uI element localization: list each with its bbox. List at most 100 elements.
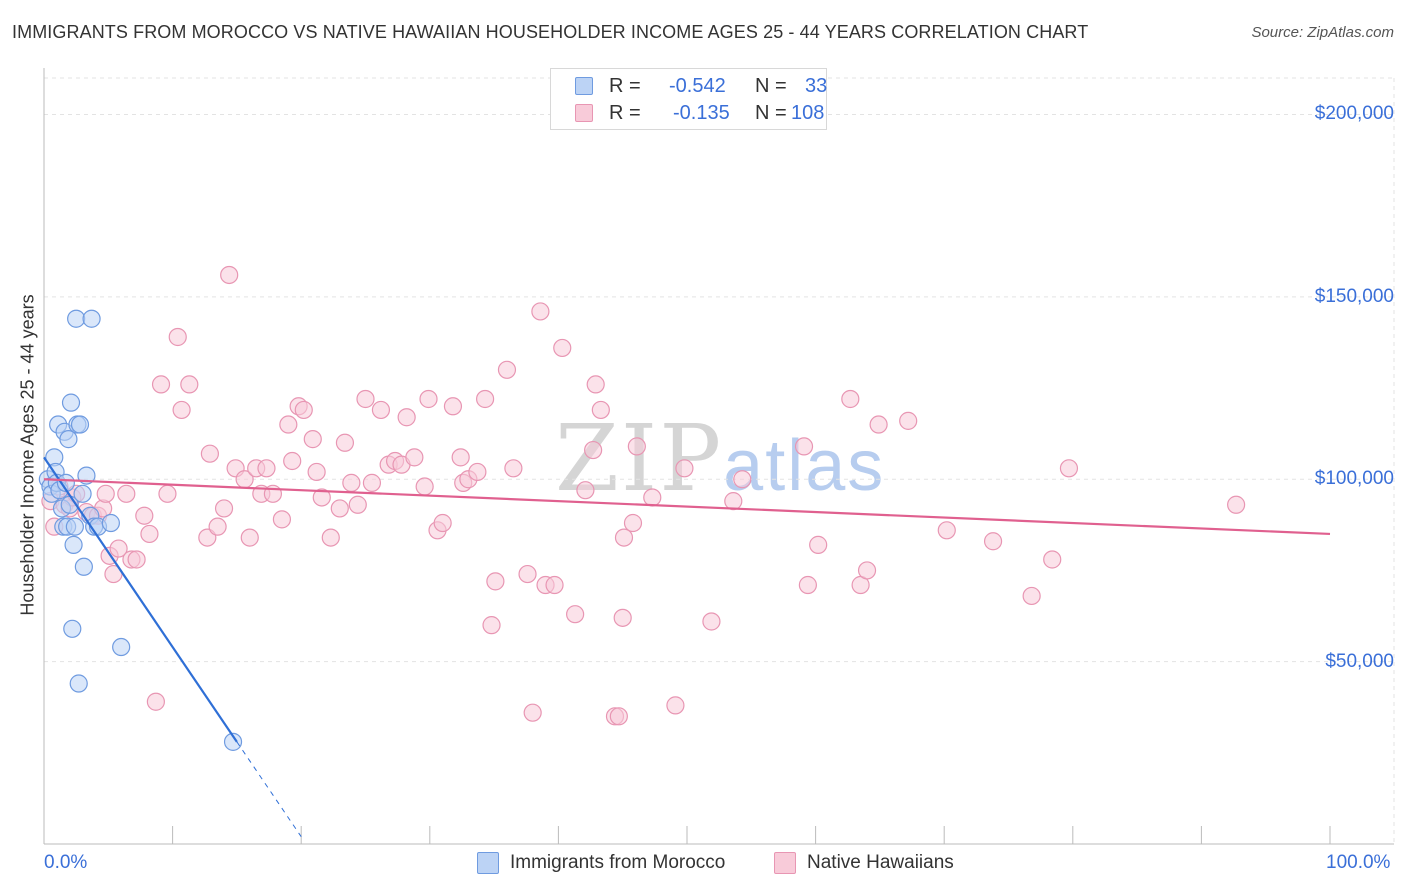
hawaiian-point [553, 338, 572, 358]
hawaiian-point [312, 488, 331, 507]
morocco-point [61, 393, 81, 412]
morocco-point [82, 309, 101, 328]
morocco-point [112, 637, 131, 657]
hawaiian-point [733, 470, 752, 489]
hawaiian-point [841, 389, 860, 409]
hawaiian-point [272, 510, 292, 529]
hawaiian-point [576, 481, 595, 500]
legend-r-value-pink: -0.135 [673, 102, 730, 124]
hawaiian-point [497, 360, 517, 379]
legend-swatch-pink [575, 104, 593, 122]
legend-r-label: R = [609, 75, 641, 97]
morocco-point [69, 674, 88, 693]
hawaiian-point [643, 488, 662, 507]
hawaiian-point [798, 575, 817, 595]
legend-n-value-blue: 33 [805, 75, 828, 97]
native-hawaiians-points [41, 265, 1246, 726]
morocco-trend-extension [236, 741, 302, 837]
hawaiian-point [614, 528, 634, 547]
morocco-trend-line [43, 456, 238, 743]
hawaiian-point [591, 400, 610, 420]
hawaiian-point [321, 528, 340, 547]
hawaiian-point [158, 484, 177, 503]
morocco-point [63, 619, 82, 638]
hawaiian-point [371, 400, 391, 420]
legend-swatch-blue [575, 77, 593, 95]
hawaiian-point [609, 707, 628, 726]
chart-source: Source: ZipAtlas.com [1251, 24, 1394, 41]
hawaiian-point [348, 495, 367, 514]
morocco-point [73, 484, 92, 503]
hawaiian-point [362, 473, 382, 492]
hawaiian-point [545, 575, 564, 595]
hawaiian-point [531, 302, 550, 321]
hawaiian-point [307, 462, 326, 482]
morocco-point [59, 430, 78, 449]
hawaiian-point [168, 327, 187, 347]
hawaiian-point [475, 389, 495, 409]
hawaiian-point [1227, 495, 1246, 514]
hawaiian-point [342, 473, 361, 492]
hawaiian-point [451, 448, 470, 467]
bottom-legend-label-hawaiians: Native Hawaiians [807, 852, 954, 873]
hawaiian-point [899, 411, 918, 430]
correlation-legend: R = -0.542 N = 33 R = -0.135 N = 108 [550, 68, 827, 130]
hawaiian-point [724, 492, 743, 511]
hawaiian-point [794, 437, 814, 456]
morocco-point [64, 535, 83, 554]
morocco-point [70, 415, 90, 434]
hawaiian-point [1059, 459, 1079, 478]
y-tick-label: $200,000 [1314, 103, 1394, 125]
hawaiian-point [356, 389, 375, 409]
hawaiian-point [627, 437, 646, 456]
hawaiian-point [702, 612, 721, 631]
hawaiian-point [675, 459, 694, 478]
legend-n-label: N = [755, 75, 787, 97]
hawaiian-point [666, 696, 685, 715]
hawaiian-point [857, 561, 877, 580]
hawaiian-point [584, 440, 603, 460]
hawaiian-point [117, 484, 136, 503]
chart-title: IMMIGRANTS FROM MOROCCO VS NATIVE HAWAII… [12, 22, 1089, 42]
hawaiian-point [809, 535, 828, 554]
axis-layer [43, 68, 1394, 845]
y-axis-label: Householder Income Ages 25 - 44 years [17, 294, 38, 616]
hawaiian-point [482, 616, 501, 635]
hawaiian-point [468, 462, 487, 482]
x-tick-label-start: 0.0% [44, 852, 88, 873]
y-tick-label: $100,000 [1314, 468, 1394, 490]
hawaiian-point [96, 484, 115, 503]
legend-r-value-blue: -0.542 [669, 75, 726, 97]
y-tick-label: $50,000 [1325, 650, 1394, 672]
hawaiian-trend-line [43, 478, 1331, 536]
hawaiian-point [257, 459, 276, 478]
hawaiian-point [586, 375, 605, 394]
hawaiian-point [208, 517, 227, 536]
hawaiian-point [279, 415, 298, 434]
bottom-legend-label-morocco: Immigrants from Morocco [510, 852, 726, 873]
hawaiian-point [518, 564, 537, 584]
hawaiian-point [146, 692, 165, 711]
hawaiian-point [140, 524, 159, 544]
hawaiian-point [109, 539, 128, 558]
legend-r-label: R = [609, 102, 641, 124]
hawaiian-point [937, 521, 956, 540]
hawaiian-point [623, 513, 643, 533]
hawaiian-point [613, 608, 632, 627]
hawaiian-point [869, 415, 888, 434]
hawaiian-point [135, 506, 154, 525]
hawaiian-point [443, 397, 463, 416]
hawaiian-point [523, 703, 542, 722]
hawaiian-point [504, 459, 523, 478]
x-tick-label-end: 100.0% [1326, 852, 1391, 873]
y-tick-label: $150,000 [1314, 285, 1394, 307]
hawaiian-point [283, 451, 302, 471]
hawaiian-point [433, 513, 452, 533]
morocco-point [65, 517, 84, 536]
hawaiian-point [180, 375, 199, 394]
hawaiian-point [419, 389, 438, 409]
legend-n-label: N = [755, 102, 787, 124]
hawaiian-point [335, 433, 355, 452]
hawaiian-point [397, 408, 416, 427]
